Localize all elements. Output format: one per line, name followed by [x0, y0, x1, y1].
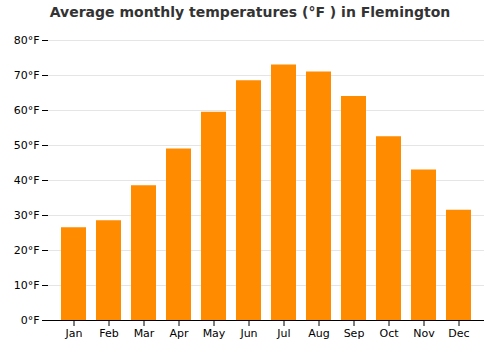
svg-text:40°F: 40°F: [14, 174, 40, 187]
svg-text:30°F: 30°F: [14, 209, 40, 222]
svg-text:60°F: 60°F: [14, 104, 40, 117]
svg-text:May: May: [203, 327, 226, 340]
svg-text:80°F: 80°F: [14, 34, 40, 47]
svg-text:Dec: Dec: [448, 327, 469, 340]
html-text:Average monthly temperatures (: Average monthly temperatures (°F ) in Fl…: [49, 4, 451, 20]
svg-text:Jul: Jul: [276, 327, 290, 340]
svg-text:Apr: Apr: [169, 327, 189, 340]
svg-text:50°F: 50°F: [14, 139, 40, 152]
svg-text:Mar: Mar: [134, 327, 155, 340]
svg-text:Sep: Sep: [344, 327, 365, 340]
svg-text:Jun: Jun: [239, 327, 257, 340]
svg-text:Oct: Oct: [379, 327, 399, 340]
svg-text:Feb: Feb: [99, 327, 118, 340]
svg-text:0°F: 0°F: [21, 314, 40, 327]
svg-text:20°F: 20°F: [14, 244, 40, 257]
svg-text:Aug: Aug: [308, 327, 329, 340]
svg-text:Jan: Jan: [65, 327, 83, 340]
svg-text:70°F: 70°F: [14, 69, 40, 82]
svg-text:10°F: 10°F: [14, 279, 40, 292]
svg-text:Nov: Nov: [413, 327, 435, 340]
